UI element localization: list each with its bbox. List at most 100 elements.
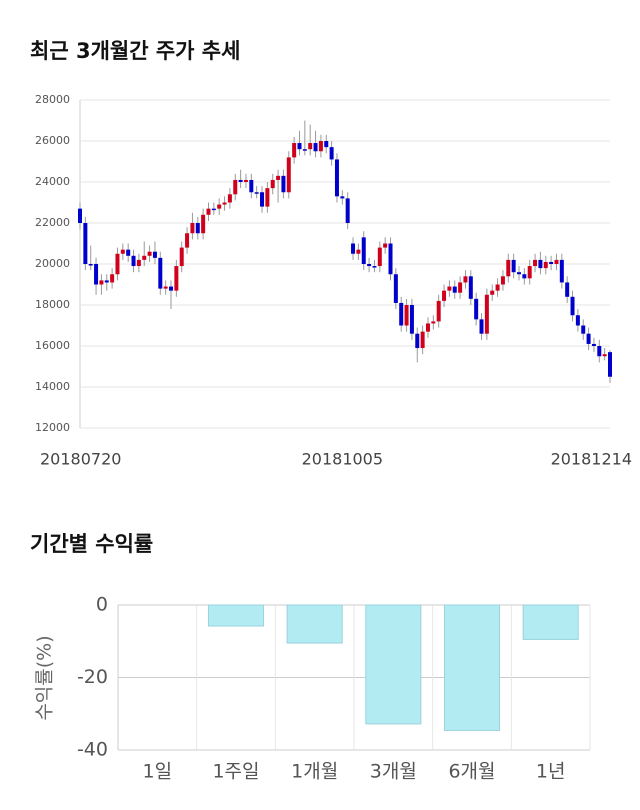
candle-body — [597, 346, 602, 357]
candle-body — [586, 333, 591, 344]
candle-body — [179, 247, 184, 267]
y-tick-label: -20 — [77, 666, 108, 688]
candle-body — [452, 286, 457, 293]
candle-body — [484, 294, 489, 334]
candle-body — [243, 179, 248, 182]
candle-body — [169, 286, 174, 291]
y-tick-label: 16000 — [35, 339, 70, 352]
candle-body — [608, 352, 612, 377]
candle-body — [538, 259, 543, 269]
candle-body — [238, 179, 243, 182]
y-tick-label: 18000 — [35, 298, 70, 311]
candle-body — [543, 261, 548, 269]
candle-body — [94, 264, 99, 285]
candle-body — [479, 319, 484, 334]
x-tick-label: 20181005 — [302, 450, 383, 469]
y-tick-label: -40 — [77, 739, 108, 761]
candle-body — [254, 192, 259, 194]
candle-body — [591, 343, 596, 346]
candle-body — [104, 280, 109, 283]
candle-body — [420, 331, 425, 349]
candle-body — [409, 305, 414, 334]
x-tick-label: 1일 — [143, 761, 173, 783]
candle-body — [297, 143, 302, 150]
y-tick-label: 20000 — [35, 257, 70, 270]
candle-body — [372, 266, 377, 268]
candle-body — [260, 192, 265, 207]
x-tick-label: 1년 — [536, 761, 566, 783]
x-tick-label: 1주일 — [212, 761, 259, 783]
y-tick-label: 22000 — [35, 216, 70, 229]
x-tick-label: 1개월 — [291, 761, 338, 783]
candle-body — [276, 175, 281, 180]
y-tick-label: 28000 — [35, 93, 70, 106]
candle-body — [286, 157, 291, 193]
candle-body — [361, 237, 366, 264]
candle-body — [292, 143, 297, 158]
candle-body — [163, 286, 168, 289]
x-tick-label: 20181214 — [551, 450, 632, 469]
candle-body — [99, 280, 104, 285]
candle-body — [356, 249, 361, 254]
candle-body — [249, 179, 254, 193]
bar — [365, 604, 422, 725]
candle-body — [222, 202, 227, 205]
candle-body — [575, 315, 580, 326]
candle-body — [147, 251, 152, 256]
candle-body — [431, 321, 436, 324]
candle-body — [281, 175, 286, 193]
candle-body — [201, 214, 206, 234]
candle-body — [334, 159, 339, 197]
candle-body — [152, 251, 157, 258]
candle-body — [474, 298, 479, 320]
candle-body — [436, 300, 441, 322]
candle-body — [302, 149, 307, 151]
candle-body — [265, 188, 270, 207]
x-tick-label: 3개월 — [370, 761, 417, 783]
candle-body — [522, 274, 527, 279]
candle-body — [136, 259, 141, 267]
x-tick-label: 20180720 — [40, 450, 121, 469]
candle-body — [527, 266, 532, 279]
candle-body — [329, 147, 334, 160]
candle-body — [270, 179, 275, 189]
candle-body — [554, 259, 559, 264]
candle-body — [463, 276, 468, 283]
candle-body — [131, 255, 136, 267]
chart-title: 기간별 수익률 — [30, 532, 153, 556]
candle-body — [404, 305, 409, 326]
candle-body — [142, 255, 147, 260]
candle-body — [533, 259, 538, 267]
candle-body — [115, 253, 120, 275]
y-tick-label: 0 — [96, 594, 108, 616]
candle-body — [393, 274, 398, 303]
candle-body — [490, 290, 495, 295]
candle-body — [158, 257, 163, 289]
chart-title: 최근 3개월간 주가 추세 — [30, 39, 240, 63]
candle-body — [345, 198, 350, 223]
candle-body — [559, 259, 564, 283]
candle-body — [367, 264, 372, 267]
candle-body — [227, 194, 232, 203]
candle-body — [190, 223, 195, 234]
candle-body — [399, 302, 404, 326]
candle-body — [495, 284, 500, 291]
bar — [522, 604, 579, 640]
candle-body — [500, 276, 505, 285]
candle-body — [313, 143, 318, 152]
candle-body — [88, 264, 93, 266]
candle-body — [516, 272, 521, 275]
candle-body — [340, 196, 345, 199]
candle-body — [425, 323, 430, 332]
y-tick-label: 24000 — [35, 175, 70, 188]
x-tick-label: 6개월 — [448, 761, 495, 783]
bar — [286, 604, 343, 644]
candle-body — [206, 208, 211, 215]
candle-body — [211, 208, 216, 211]
candle-body — [120, 249, 125, 254]
bar — [443, 604, 501, 731]
candle-body — [602, 354, 607, 357]
candle-body — [511, 259, 516, 273]
y-axis-label: 수익률(%) — [34, 635, 56, 720]
